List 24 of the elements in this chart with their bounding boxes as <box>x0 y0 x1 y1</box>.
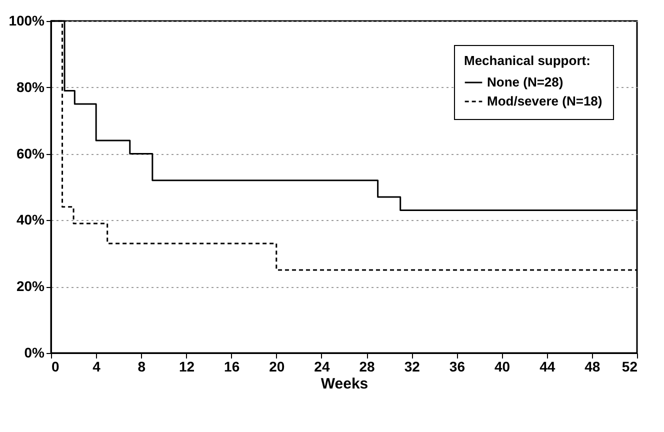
x-tick-label: 32 <box>404 358 420 374</box>
x-axis-title: Weeks <box>320 376 368 392</box>
x-tick-label: 52 <box>622 358 638 374</box>
x-tick-label: 28 <box>359 358 376 374</box>
x-tick-label: 44 <box>540 358 556 374</box>
x-tick-label: 24 <box>314 358 330 374</box>
y-tick-label: 100% <box>8 12 46 28</box>
x-tick-label: 0 <box>52 358 60 374</box>
y-tick-label: 40% <box>16 212 46 228</box>
x-tick-label: 40 <box>494 358 510 374</box>
x-tick-label: 16 <box>224 358 240 374</box>
legend-label: Mod/severe (N=18) <box>487 94 602 108</box>
x-tick-label: 8 <box>138 358 146 374</box>
x-tick-label: 36 <box>449 358 466 374</box>
x-tick-label: 48 <box>584 358 600 374</box>
x-tick-label: 12 <box>178 358 195 374</box>
y-tick-label: 0% <box>24 344 46 360</box>
legend-title: Mechanical support: <box>464 53 590 68</box>
x-tick-label: 20 <box>269 358 285 374</box>
x-tick-label: 4 <box>92 358 101 374</box>
y-tick-label: 60% <box>16 145 46 162</box>
y-tick-label: 80% <box>16 78 46 95</box>
y-tick-label: 20% <box>16 278 46 294</box>
legend-label: None (N=28) <box>487 74 564 90</box>
